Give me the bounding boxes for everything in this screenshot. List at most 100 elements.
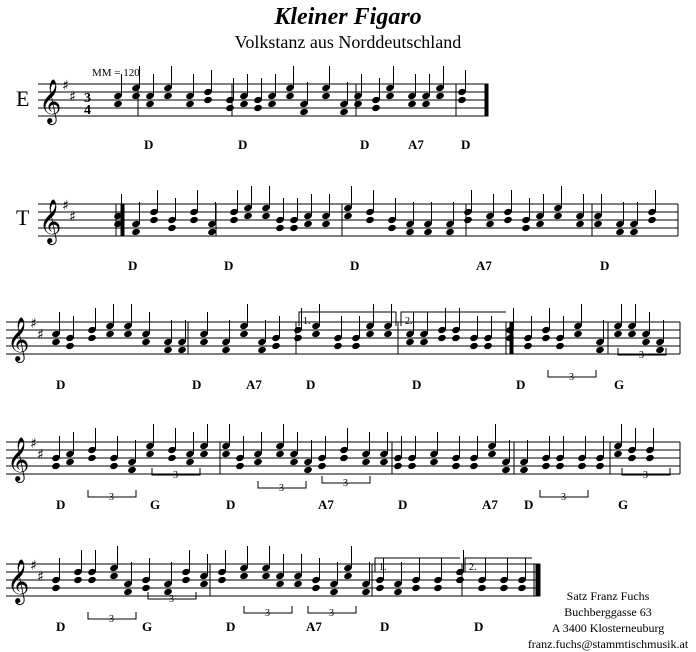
song-title: Kleiner Figaro — [274, 4, 422, 30]
notehead — [218, 576, 226, 584]
notehead — [578, 462, 586, 470]
notehead — [276, 216, 284, 224]
chord-symbol: D — [128, 258, 137, 273]
final-barline — [535, 563, 541, 597]
notehead — [522, 224, 530, 232]
notehead — [88, 568, 96, 576]
notehead — [240, 564, 248, 572]
notehead — [522, 216, 530, 224]
notehead — [354, 92, 362, 100]
sharp-icon: ♯ — [30, 316, 37, 332]
notehead — [114, 92, 122, 100]
notehead — [318, 454, 326, 462]
notehead — [200, 338, 208, 346]
notehead — [340, 108, 348, 116]
chord-symbol: D — [461, 137, 470, 152]
chord-symbol: D — [380, 619, 389, 634]
notehead — [518, 576, 526, 584]
notehead — [276, 442, 284, 450]
notehead — [124, 580, 132, 588]
barlines — [115, 83, 681, 597]
notehead — [164, 338, 172, 346]
notehead — [114, 100, 122, 108]
notehead — [408, 100, 416, 108]
song-subtitle: Volkstanz aus Norddeutschland — [234, 32, 462, 52]
notehead — [110, 454, 118, 462]
notehead — [304, 458, 312, 466]
notehead — [504, 216, 512, 224]
notehead — [488, 450, 496, 458]
notehead — [304, 220, 312, 228]
chord-symbols-system4: D G D A7 D A7 D G — [56, 497, 628, 512]
notehead — [478, 584, 486, 592]
notehead — [578, 454, 586, 462]
chord-symbol: D — [56, 619, 65, 634]
notehead — [394, 462, 402, 470]
notehead — [218, 568, 226, 576]
chord-symbol: D — [600, 258, 609, 273]
notehead — [254, 450, 262, 458]
chord-symbols-system3: D D A7 D D D G — [56, 377, 624, 392]
notehead — [594, 220, 602, 228]
notehead — [200, 572, 208, 580]
chord-symbol: D — [226, 619, 235, 634]
notehead — [322, 92, 330, 100]
part-label-t: T — [16, 205, 30, 230]
notehead — [362, 450, 370, 458]
notehead — [488, 442, 496, 450]
notehead — [312, 584, 320, 592]
sharp-icon: ♯ — [37, 327, 44, 343]
chord-symbol: G — [150, 497, 160, 512]
triplet-number: 3 — [561, 492, 566, 503]
chord-symbol: D — [524, 497, 533, 512]
notehead — [88, 446, 96, 454]
notehead — [254, 458, 262, 466]
notehead — [344, 572, 352, 580]
notehead — [110, 572, 118, 580]
treble-clef-icon: 𝄞 — [7, 317, 29, 363]
chord-symbol: D — [192, 377, 201, 392]
notehead — [406, 338, 414, 346]
time-signature-denominator: 4 — [84, 103, 91, 118]
notehead — [376, 576, 384, 584]
notehead — [110, 462, 118, 470]
notehead — [420, 338, 428, 346]
notehead — [362, 458, 370, 466]
notehead — [88, 576, 96, 584]
time-signature-numerator: 3 — [84, 91, 91, 106]
notehead — [452, 334, 460, 342]
notehead — [596, 346, 604, 354]
notehead — [164, 92, 172, 100]
part-label-e: E — [16, 86, 30, 111]
chord-symbol: D — [224, 258, 233, 273]
notehead — [300, 108, 308, 116]
notehead — [470, 462, 478, 470]
triplet-number: 3 — [265, 608, 270, 619]
notehead — [524, 334, 532, 342]
notehead — [334, 342, 342, 350]
notehead — [594, 212, 602, 220]
notehead — [456, 568, 464, 576]
notehead — [340, 100, 348, 108]
notehead — [628, 454, 636, 462]
chord-symbols-system1: D D D A7 D — [144, 137, 470, 152]
notehead — [394, 588, 402, 596]
notehead — [268, 100, 276, 108]
notehead — [628, 330, 636, 338]
notehead — [366, 322, 374, 330]
volta-first-label-s5: 1. — [379, 562, 387, 573]
notehead — [164, 346, 172, 354]
notehead — [276, 450, 284, 458]
notehead — [322, 84, 330, 92]
notehead — [456, 576, 464, 584]
notehead — [286, 84, 294, 92]
notehead — [88, 326, 96, 334]
sharp-icon: ♯ — [37, 569, 44, 585]
notehead — [52, 584, 60, 592]
notehead — [222, 346, 230, 354]
notehead — [88, 454, 96, 462]
notehead — [300, 100, 308, 108]
notehead — [502, 466, 510, 474]
notehead — [642, 338, 650, 346]
